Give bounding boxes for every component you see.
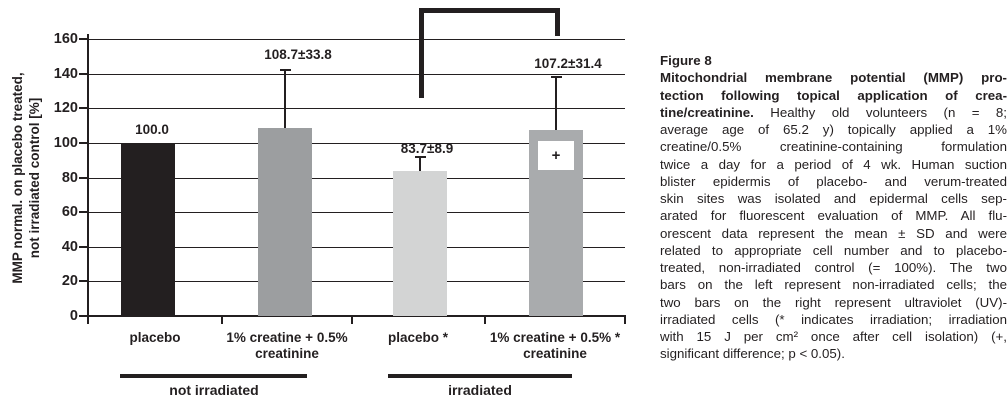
caption-line: arated for fluorescent evaluation of MMP… — [660, 208, 1007, 224]
y-tick-0 — [79, 315, 88, 317]
figure-caption: Figure 8 Mitochondrial membrane potentia… — [660, 52, 1007, 363]
group-underline-1 — [388, 374, 572, 378]
caption-line: with 15 J per cm² once after cell isolat… — [660, 329, 1007, 344]
gridline-40 — [88, 246, 625, 248]
value-label-creatine-creatinine-irradiated: 107.2±31.4 — [534, 56, 602, 71]
x-category-label-placebo: placebo — [129, 330, 181, 345]
caption-line: twice a day for a period of 4 wk. Human … — [660, 156, 1007, 172]
error-bar-cap-creatine-creatinine-irradiated — [550, 76, 562, 79]
figure-label: Figure 8 — [660, 53, 712, 68]
plus-significance-marker: + — [538, 141, 574, 171]
y-tick-label-100: 100 — [53, 134, 78, 151]
bar-creatine-creatinine — [258, 127, 312, 316]
gridline-60 — [88, 212, 625, 214]
caption-line: tine/creatinine. Healthy old volunteers … — [660, 104, 1007, 120]
gridline-100 — [88, 142, 625, 144]
error-bar-stem-creatine-creatinine — [284, 69, 286, 128]
caption-line: irradiated cells (* indicates irradiatio… — [660, 311, 1007, 327]
caption-line: two bars on the right represent ultravio… — [660, 294, 1007, 310]
error-bar-cap-creatine-creatinine — [279, 69, 291, 72]
significance-bracket-left — [419, 8, 424, 98]
y-axis-line — [87, 34, 89, 324]
y-tick-80 — [79, 176, 88, 179]
caption-line: significant difference; p < 0.05). — [660, 346, 845, 362]
caption-line: related to appropriate cell number and t… — [660, 242, 1007, 258]
caption-line: average age of 65.2 y) topically applied… — [660, 122, 1007, 137]
bar-placebo — [121, 142, 175, 316]
x-category-label-creatine-creatinine: 1% creatine + 0.5% creatinine — [226, 330, 348, 361]
gridline-120 — [88, 108, 625, 110]
error-bar-stem-creatine-creatinine-irradiated — [555, 76, 557, 131]
x-tick-0 — [221, 317, 223, 324]
y-tick-140 — [79, 72, 88, 75]
y-tick-label-120: 120 — [53, 100, 78, 117]
group-label-0: not irradiated — [169, 382, 259, 398]
caption-line: orescent data represent the mean ± SD an… — [660, 225, 1007, 241]
y-tick-160 — [79, 38, 88, 40]
x-tick-3 — [624, 317, 626, 324]
mmp-bar-chart: MMP normal. on placebo treated, not irrad… — [10, 8, 626, 398]
caption-line: bars on the left represent non-irradiate… — [660, 277, 1007, 293]
group-label-1: irradiated — [448, 382, 512, 398]
y-tick-60 — [79, 211, 88, 214]
caption-line: treated, non-irradiated control (= 100%)… — [660, 260, 1007, 275]
y-tick-100 — [79, 141, 88, 144]
y-tick-20 — [79, 280, 88, 283]
gridline-140 — [88, 73, 625, 75]
caption-text: Mitochondrial membrane potential (MMP) p… — [660, 69, 1007, 362]
x-category-label-creatine-creatinine-irradiated: 1% creatine + 0.5% * creatinine — [489, 330, 621, 361]
y-tick-label-80: 80 — [61, 169, 78, 186]
group-underline-0 — [120, 374, 307, 378]
error-bar-cap-placebo-irradiated — [414, 155, 426, 158]
caption-line: skin sites was isolated and epidermal ce… — [660, 191, 1007, 206]
gridline-80 — [88, 177, 625, 179]
x-category-label-placebo-irradiated: placebo * — [387, 330, 449, 345]
y-tick-40 — [79, 245, 88, 248]
y-tick-120 — [79, 107, 88, 110]
gridline-160 — [88, 39, 625, 40]
x-axis-line — [87, 315, 626, 317]
value-label-placebo-irradiated: 83.7±8.9 — [400, 141, 454, 156]
y-tick-label-40: 40 — [61, 238, 78, 255]
significance-bracket-top — [419, 8, 560, 13]
error-bar-stem-placebo-irradiated — [419, 155, 421, 172]
value-label-placebo: 100.0 — [135, 122, 169, 137]
y-tick-label-160: 160 — [53, 31, 78, 47]
caption-line: creatine/0.5% creatinine-containing form… — [660, 139, 1007, 155]
y-tick-label-60: 60 — [61, 204, 78, 221]
significance-bracket-right — [555, 8, 560, 36]
caption-line: blister epidermis of placebo- and verum-… — [660, 173, 1007, 189]
x-tick-2 — [484, 317, 486, 324]
caption-line: tection following topical application of… — [660, 87, 1007, 103]
value-label-creatine-creatinine: 108.7±33.8 — [264, 47, 332, 62]
y-tick-label-140: 140 — [53, 65, 78, 82]
y-tick-label-0: 0 — [69, 308, 78, 324]
x-tick-1 — [351, 317, 353, 324]
bar-placebo-irradiated — [393, 171, 447, 316]
y-tick-label-20: 20 — [61, 273, 78, 290]
gridline-20 — [88, 281, 625, 283]
caption-line: Mitochondrial membrane potential (MMP) p… — [660, 70, 1007, 86]
